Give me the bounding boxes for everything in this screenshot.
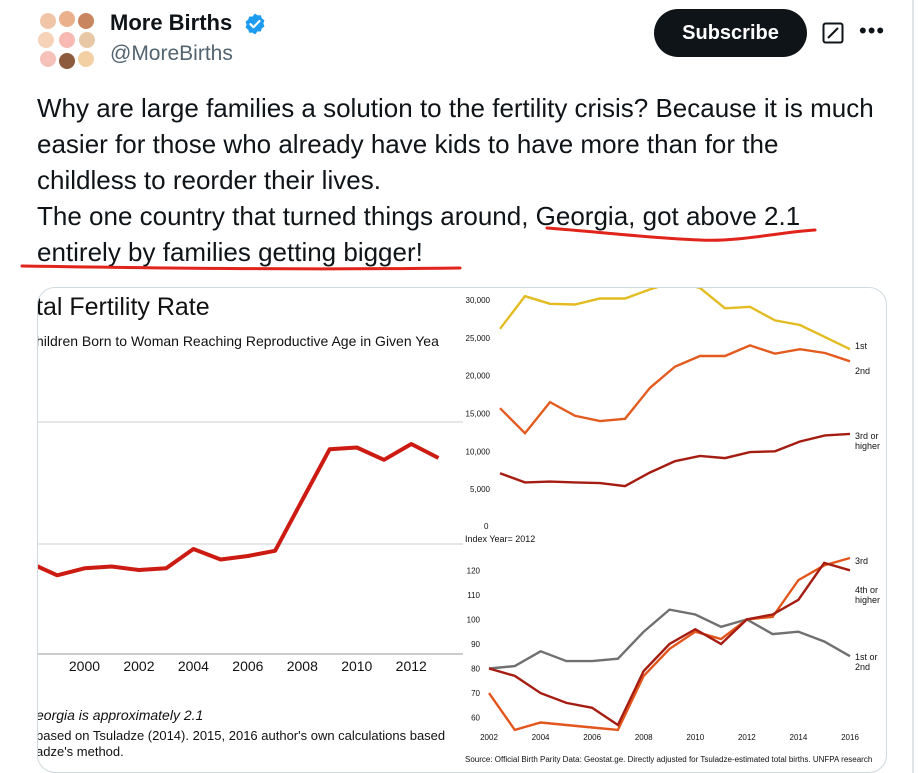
series-label-1st: 1st — [855, 341, 868, 351]
left-chart-subtitle: hildren Born to Woman Reaching Reproduct… — [38, 333, 439, 349]
x-tick-label: 2010 — [686, 733, 704, 742]
more-icon[interactable]: ••• — [859, 18, 886, 43]
series-label-1st-2nd: 1st or — [855, 652, 878, 662]
y-tick-label: 80 — [471, 665, 480, 674]
index-line-2 — [488, 561, 851, 727]
x-tick-label: 2004 — [532, 733, 550, 742]
x-tick-label: 2002 — [123, 658, 154, 674]
series-label-3rd: 3rd — [855, 556, 868, 566]
avatar[interactable] — [36, 10, 98, 72]
tweet-line: entirely by families getting bigger! — [37, 237, 423, 267]
author-name[interactable]: More Births — [110, 10, 233, 35]
fertility-rate-line — [38, 442, 440, 578]
series-label-1st-2nd: 2nd — [855, 662, 870, 672]
index-line-0 — [488, 608, 851, 670]
left-chart-source: adze's method. — [38, 744, 124, 759]
x-tick-label: 2002 — [480, 733, 498, 742]
author-handle[interactable]: @MoreBirths — [110, 42, 233, 65]
left-chart-source: based on Tsuladze (2014). 2015, 2016 aut… — [38, 728, 445, 743]
y-tick-label: 90 — [471, 640, 480, 649]
media-image[interactable]: tal Fertility Rate hildren Born to Woman… — [37, 287, 887, 773]
axis-tick-zero: 0 — [484, 522, 489, 531]
x-tick-label: 2006 — [232, 658, 263, 674]
x-tick-label: 2008 — [635, 733, 653, 742]
x-tick-label: 2016 — [841, 733, 859, 742]
series-line-0 — [499, 288, 851, 351]
tweet-text: Why are large families a solution to the… — [37, 90, 887, 270]
series-line-1 — [499, 344, 851, 435]
tweet-line: easier for those who already have kids t… — [37, 129, 779, 159]
verified-badge-icon — [245, 13, 265, 35]
grok-icon[interactable] — [822, 22, 844, 44]
series-label-3rd-higher: higher — [855, 441, 880, 451]
series-label-4th-higher: higher — [855, 595, 880, 605]
tweet-header: More Births @MoreBirths Subscribe ••• — [0, 0, 924, 80]
y-tick-label: 30,000 — [466, 296, 491, 305]
x-tick-label: 2004 — [178, 658, 209, 674]
series-label-3rd-higher: 3rd or — [855, 431, 879, 441]
series-label-2nd: 2nd — [855, 366, 870, 376]
tweet-line: The one country that turned things aroun… — [37, 201, 801, 231]
y-tick-label: 15,000 — [466, 410, 491, 419]
y-tick-label: 100 — [467, 615, 481, 624]
y-tick-label: 60 — [471, 714, 480, 723]
x-tick-label: 2012 — [396, 658, 427, 674]
y-tick-label: 70 — [471, 689, 480, 698]
left-chart-title: tal Fertility Rate — [38, 293, 210, 321]
y-tick-label: 5,000 — [470, 485, 491, 494]
x-tick-label: 2014 — [790, 733, 808, 742]
index-line-1 — [488, 556, 851, 732]
tweet-line: childless to reorder their lives. — [37, 165, 381, 195]
tweet-line: Why are large families a solution to the… — [37, 93, 874, 123]
scrollbar[interactable] — [912, 0, 914, 773]
x-tick-label: 2006 — [583, 733, 601, 742]
y-tick-label: 10,000 — [466, 447, 491, 456]
y-tick-label: 25,000 — [466, 334, 491, 343]
x-tick-label: 2010 — [341, 658, 372, 674]
right-chart-source: Source: Official Birth Parity Data: Geos… — [465, 755, 872, 764]
y-tick-label: 110 — [467, 591, 480, 600]
index-year-label: Index Year= 2012 — [465, 534, 535, 544]
subscribe-button[interactable]: Subscribe — [654, 9, 807, 57]
y-tick-label: 120 — [467, 566, 481, 575]
charts-image: tal Fertility Rate hildren Born to Woman… — [38, 288, 880, 764]
x-tick-label: 2008 — [287, 658, 318, 674]
x-tick-label: 2012 — [738, 733, 756, 742]
y-tick-label: 20,000 — [466, 372, 491, 381]
series-line-2 — [499, 432, 851, 488]
x-tick-label: 2000 — [69, 658, 100, 674]
left-chart-note: eorgia is approximately 2.1 — [38, 707, 203, 723]
series-label-4th-higher: 4th or — [855, 585, 878, 595]
